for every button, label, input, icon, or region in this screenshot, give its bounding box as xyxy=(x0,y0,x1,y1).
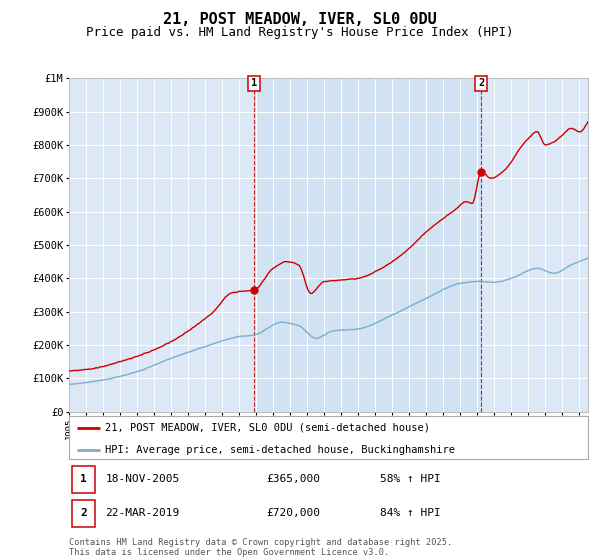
Text: 1: 1 xyxy=(251,78,257,88)
Text: 58% ↑ HPI: 58% ↑ HPI xyxy=(380,474,441,484)
Text: Contains HM Land Registry data © Crown copyright and database right 2025.
This d: Contains HM Land Registry data © Crown c… xyxy=(69,538,452,557)
Text: 2: 2 xyxy=(80,508,86,519)
Text: 1: 1 xyxy=(80,474,86,484)
Text: £365,000: £365,000 xyxy=(266,474,320,484)
Bar xyxy=(254,78,481,412)
Text: 18-NOV-2005: 18-NOV-2005 xyxy=(106,474,179,484)
Bar xyxy=(71,500,95,527)
Text: 21, POST MEADOW, IVER, SL0 0DU (semi-detached house): 21, POST MEADOW, IVER, SL0 0DU (semi-det… xyxy=(106,423,430,433)
Bar xyxy=(71,466,95,493)
Text: 21, POST MEADOW, IVER, SL0 0DU: 21, POST MEADOW, IVER, SL0 0DU xyxy=(163,12,437,27)
Text: £720,000: £720,000 xyxy=(266,508,320,519)
Text: 22-MAR-2019: 22-MAR-2019 xyxy=(106,508,179,519)
Text: Price paid vs. HM Land Registry's House Price Index (HPI): Price paid vs. HM Land Registry's House … xyxy=(86,26,514,39)
Text: 2: 2 xyxy=(478,78,484,88)
Text: 84% ↑ HPI: 84% ↑ HPI xyxy=(380,508,441,519)
Text: HPI: Average price, semi-detached house, Buckinghamshire: HPI: Average price, semi-detached house,… xyxy=(106,445,455,455)
